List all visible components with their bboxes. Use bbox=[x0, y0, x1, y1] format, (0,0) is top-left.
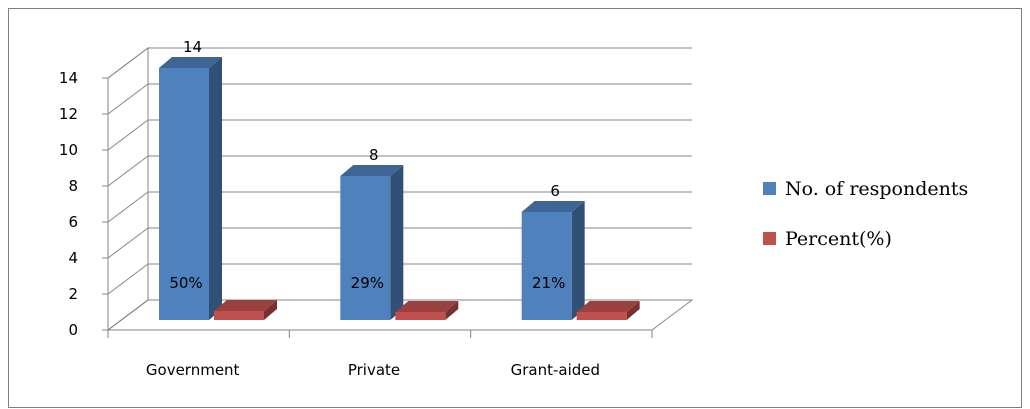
category-label: Government bbox=[146, 361, 240, 379]
y-tick-label: 14 bbox=[59, 69, 78, 87]
y-tick-label: 8 bbox=[68, 177, 78, 195]
data-label-percent: 29% bbox=[351, 274, 384, 292]
bar-top bbox=[340, 165, 404, 176]
gridline-diagonal bbox=[107, 191, 149, 223]
bar-top bbox=[521, 201, 585, 212]
bar-side bbox=[209, 57, 222, 320]
bar-top bbox=[576, 301, 640, 312]
category-label: Grant-aided bbox=[511, 361, 600, 379]
bar-side bbox=[626, 301, 640, 320]
bar-side bbox=[390, 165, 404, 320]
bar-side bbox=[571, 201, 585, 320]
gridline-diagonal bbox=[107, 155, 149, 187]
data-labels: 14 50% 8 29% 6 21% bbox=[169, 38, 565, 292]
category-label: Private bbox=[348, 361, 400, 379]
bars bbox=[159, 57, 640, 320]
gridline-diagonal bbox=[107, 47, 149, 79]
y-tick-label: 2 bbox=[68, 285, 78, 303]
data-label-percent: 21% bbox=[532, 274, 565, 292]
bar-top bbox=[159, 57, 222, 68]
bar-respondents bbox=[340, 176, 391, 320]
bar-percent bbox=[214, 311, 264, 320]
data-label-value: 14 bbox=[183, 38, 202, 56]
legend-swatch bbox=[763, 182, 776, 195]
bar-percent bbox=[395, 312, 446, 320]
legend-swatch bbox=[763, 232, 776, 245]
bar-top bbox=[214, 300, 277, 311]
x-axis: Government Private Grant-aided bbox=[107, 329, 653, 379]
data-label-percent: 50% bbox=[169, 274, 202, 292]
y-tick-label: 6 bbox=[68, 213, 78, 231]
gridline-diagonal bbox=[107, 227, 149, 259]
y-tick-label: 12 bbox=[59, 105, 78, 123]
y-axis-ticks: 0 2 4 6 8 10 12 14 bbox=[59, 69, 78, 339]
data-label-value: 6 bbox=[550, 182, 560, 200]
gridline-diagonal bbox=[107, 83, 149, 115]
bar-percent bbox=[576, 312, 627, 320]
y-tick-label: 0 bbox=[68, 321, 78, 339]
bar-respondents bbox=[521, 212, 572, 320]
gridline-diagonal bbox=[107, 263, 149, 295]
gridlines bbox=[102, 47, 692, 331]
legend-label: No. of respondents bbox=[785, 178, 968, 200]
y-tick-label: 10 bbox=[59, 141, 78, 159]
legend-label: Percent(%) bbox=[785, 228, 892, 250]
bar-top bbox=[395, 301, 459, 312]
bar-respondents bbox=[159, 68, 209, 320]
data-label-value: 8 bbox=[369, 146, 379, 164]
bar-side bbox=[445, 301, 459, 320]
side-wall bbox=[107, 47, 149, 331]
y-tick-label: 4 bbox=[68, 249, 78, 267]
bar-side bbox=[264, 300, 277, 320]
legend: No. of respondents Percent(%) bbox=[763, 178, 968, 250]
gridline-diagonal bbox=[107, 119, 149, 151]
gridline-diagonal bbox=[107, 299, 149, 331]
